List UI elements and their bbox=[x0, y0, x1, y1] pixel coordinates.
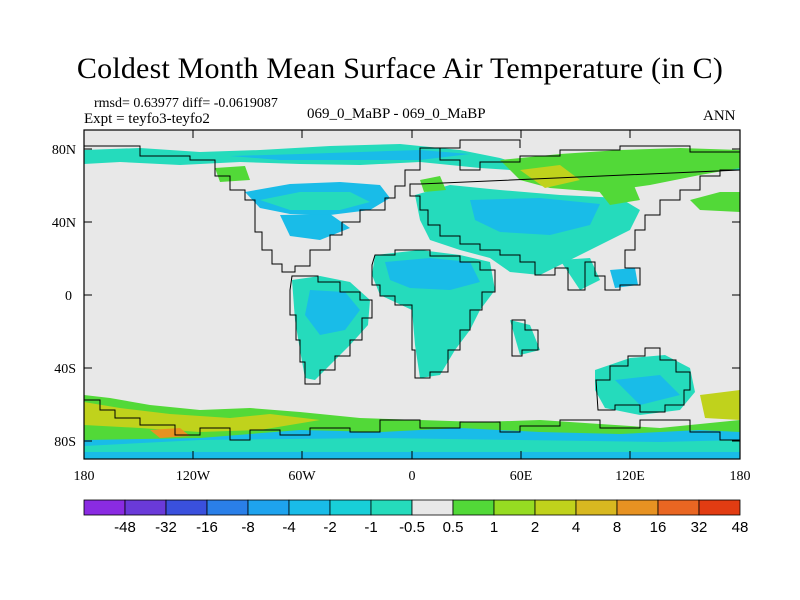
colorbar-label: -0.5 bbox=[399, 519, 425, 536]
antarctica-coast bbox=[84, 399, 740, 441]
experiment-label: Expt = teyfo3-teyfo2 bbox=[84, 111, 210, 127]
arctic-yellow-patch bbox=[520, 165, 580, 188]
anomaly-fields bbox=[84, 144, 740, 459]
north-america-coast bbox=[84, 139, 521, 273]
colorbar-label: -8 bbox=[241, 519, 254, 536]
latitude-axis: 80N 40N 0 40S 80S bbox=[52, 143, 740, 450]
alaska-green-patch bbox=[215, 166, 250, 182]
colorbar-swatch bbox=[411, 499, 454, 516]
colorbar-swatch bbox=[616, 499, 659, 516]
lon-label-60w: 60W bbox=[288, 469, 316, 484]
lat-label-40s: 40S bbox=[54, 362, 76, 377]
colorbar-swatch bbox=[534, 499, 577, 516]
southeast-asia-cyan bbox=[610, 268, 638, 288]
south-pacific-yellow-patch bbox=[700, 390, 740, 420]
colorbar-swatch bbox=[452, 499, 495, 516]
india-cool bbox=[560, 258, 600, 290]
rmsd-diff-label: rmsd= 0.63977 diff= -0.0619087 bbox=[94, 96, 278, 111]
period-label: 069_0_MaBP - 069_0_MaBP bbox=[307, 106, 486, 122]
colorbar-label: -4 bbox=[282, 519, 295, 536]
colorbar-swatch bbox=[698, 499, 741, 516]
colorbar-label: 1 bbox=[490, 519, 498, 536]
colorbar-swatch bbox=[370, 499, 413, 516]
south-america-coast bbox=[289, 275, 373, 385]
africa-coast bbox=[371, 249, 496, 379]
africa-cyan bbox=[385, 258, 480, 290]
coastlines bbox=[84, 139, 740, 441]
season-label: ANN bbox=[703, 108, 736, 124]
lon-label-120w: 120W bbox=[176, 469, 211, 484]
chart-title: Coldest Month Mean Surface Air Temperatu… bbox=[76, 52, 724, 85]
colorbar-label: -32 bbox=[155, 519, 177, 536]
north-america-south-cyan bbox=[280, 214, 350, 240]
australia-cyan bbox=[615, 375, 680, 405]
lat-label-40n: 40N bbox=[52, 216, 76, 231]
colorbar-label: 48 bbox=[732, 519, 749, 536]
colorbar-label: -2 bbox=[323, 519, 336, 536]
australia-coast bbox=[595, 347, 691, 413]
longitude-axis: 180 120W 60W 0 60E 120E 180 bbox=[74, 130, 751, 484]
colorbar-label: 2 bbox=[531, 519, 539, 536]
north-america-cool bbox=[260, 192, 370, 210]
colorbar-swatch bbox=[288, 499, 331, 516]
arctic-cyan-band bbox=[230, 150, 470, 160]
colorbar-label: -48 bbox=[114, 519, 136, 536]
colorbar-label: 4 bbox=[572, 519, 580, 536]
lat-label-0: 0 bbox=[65, 289, 72, 304]
antarctic-cool-band bbox=[84, 438, 740, 452]
colorbar-label: 16 bbox=[650, 519, 667, 536]
europe-green-patch bbox=[420, 176, 446, 192]
colorbar-swatch bbox=[493, 499, 536, 516]
colorbar-swatch bbox=[575, 499, 618, 516]
colorbar-label: 0.5 bbox=[443, 519, 464, 536]
south-america-cyan bbox=[305, 290, 360, 335]
lon-label-0: 0 bbox=[409, 469, 416, 484]
colorbar-label: 32 bbox=[691, 519, 708, 536]
colorbar-label: -16 bbox=[196, 519, 218, 536]
eurasia-coast bbox=[409, 145, 740, 291]
colorbar-swatch bbox=[83, 499, 126, 516]
north-pacific-green-patch bbox=[690, 192, 740, 212]
colorbar-swatch bbox=[329, 499, 372, 516]
madagascar-coast bbox=[511, 319, 539, 357]
lat-label-80n: 80N bbox=[52, 143, 76, 158]
eurasia-cyan bbox=[470, 198, 600, 235]
lon-label-180e: 180 bbox=[730, 469, 751, 484]
madagascar-cool bbox=[510, 320, 540, 355]
colorbar-label: -1 bbox=[364, 519, 377, 536]
colorbar-swatch bbox=[124, 499, 167, 516]
colorbar-label: 8 bbox=[613, 519, 621, 536]
lon-label-180w: 180 bbox=[74, 469, 95, 484]
lat-label-80s: 80S bbox=[54, 435, 76, 450]
colorbar-swatch bbox=[657, 499, 700, 516]
colorbar-swatch bbox=[165, 499, 208, 516]
colorbar-swatch bbox=[206, 499, 249, 516]
lon-label-60e: 60E bbox=[510, 469, 533, 484]
asia-green-patch bbox=[590, 176, 640, 205]
lon-label-120e: 120E bbox=[615, 469, 645, 484]
colorbar-swatch bbox=[247, 499, 290, 516]
colorbar: -48 -32 -16 -8 -4 -2 -1 -0.5 0.5 1 2 4 8 16 32 48 bbox=[83, 499, 749, 536]
